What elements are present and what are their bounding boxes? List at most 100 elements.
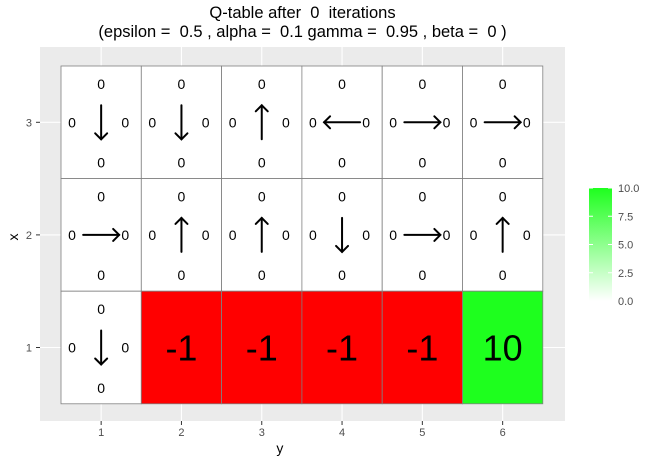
policy-arrow-up-icon xyxy=(254,103,269,141)
q-value-right: 0 xyxy=(362,114,370,130)
policy-arrow-down-icon xyxy=(335,216,350,254)
q-value-up: 0 xyxy=(499,76,507,92)
policy-arrow-right-icon xyxy=(82,227,121,242)
q-value-right: 0 xyxy=(523,114,531,130)
chart-title-line1: Q-table after 0 iterations xyxy=(209,4,396,22)
cell-tile xyxy=(381,290,463,405)
x-tick-label-5: 5 xyxy=(419,427,425,439)
arrow-head xyxy=(495,216,510,225)
q-value-down: 0 xyxy=(97,380,105,396)
q-value-left: 0 xyxy=(229,114,237,130)
q-value-down: 0 xyxy=(178,155,186,171)
reward-label: -1 xyxy=(246,328,278,369)
q-value-left: 0 xyxy=(68,227,76,243)
policy-arrow-right-icon xyxy=(483,115,523,130)
q-value-down: 0 xyxy=(499,155,507,171)
cell-x3-y2: 0 0 0 0 xyxy=(140,65,223,179)
q-value-right: 0 xyxy=(202,114,210,130)
q-value-right: 0 xyxy=(443,227,451,243)
cell-x3-y1: 0 0 0 0 xyxy=(60,65,142,179)
arrow-head xyxy=(174,216,189,225)
legend-colorbar xyxy=(589,188,612,301)
cell-x2-y4: 0 0 0 0 xyxy=(301,178,383,292)
arrow-head xyxy=(112,227,121,242)
cell-x2-y5: 0 0 0 0 xyxy=(381,178,463,292)
cell-x3-y4: 0 0 0 0 xyxy=(301,65,383,179)
q-value-up: 0 xyxy=(418,189,426,205)
q-value-left: 0 xyxy=(470,227,478,243)
policy-arrow-right-icon xyxy=(403,115,442,130)
y-tick-label-1: 1 xyxy=(26,343,32,355)
q-value-down: 0 xyxy=(178,267,186,283)
cell-x3-y3: 0 0 0 0 xyxy=(221,65,303,179)
q-value-right: 0 xyxy=(523,227,531,243)
cell-x2-y6: 0 0 0 0 xyxy=(462,178,544,292)
q-value-left: 0 xyxy=(389,227,397,243)
x-tick-label-4: 4 xyxy=(339,427,345,439)
policy-arrow-up-icon xyxy=(174,216,189,253)
q-value-down: 0 xyxy=(418,267,426,283)
cell-x1-y3: -1 xyxy=(221,290,303,405)
cell-x3-y6: 0 0 0 0 xyxy=(462,65,544,179)
q-value-down: 0 xyxy=(338,155,346,171)
q-value-left: 0 xyxy=(229,227,237,243)
q-value-right: 0 xyxy=(282,227,290,243)
arrow-head xyxy=(94,357,109,366)
q-value-down: 0 xyxy=(418,155,426,171)
cell-x2-y2: 0 0 0 0 xyxy=(140,178,223,292)
cell-x1-y4: -1 xyxy=(301,290,383,405)
q-value-right: 0 xyxy=(121,114,129,130)
cell-x2-y1: 0 0 0 0 xyxy=(60,178,142,292)
q-value-right: 0 xyxy=(121,227,129,243)
policy-arrow-down-icon xyxy=(174,104,189,141)
chart-title-line2: (epsilon = 0.5 , alpha = 0.1 gamma = 0.9… xyxy=(98,23,507,41)
q-value-right: 0 xyxy=(362,227,370,243)
reward-label: -1 xyxy=(406,328,438,369)
policy-arrow-left-icon xyxy=(322,115,362,130)
chart-title: Q-table after 0 iterations (epsilon = 0.… xyxy=(40,4,565,42)
arrow-head xyxy=(94,132,109,141)
policy-arrow-up-icon xyxy=(495,216,510,253)
q-value-up: 0 xyxy=(418,76,426,92)
arrow-head xyxy=(322,115,332,130)
q-value-left: 0 xyxy=(148,114,156,130)
x-axis-title: y xyxy=(276,440,283,456)
reward-label: 10 xyxy=(483,328,523,369)
cell-tile xyxy=(462,290,544,405)
reward-label: -1 xyxy=(165,328,197,369)
cell-x2-y3: 0 0 0 0 xyxy=(221,178,303,292)
q-value-left: 0 xyxy=(470,114,478,130)
q-value-up: 0 xyxy=(338,189,346,205)
arrow-head xyxy=(254,103,269,113)
q-value-up: 0 xyxy=(97,189,105,205)
q-value-left: 0 xyxy=(68,340,76,356)
legend-label-10.0: 10.0 xyxy=(618,183,639,195)
y-tick-label-2: 2 xyxy=(26,230,32,242)
policy-arrow-down-icon xyxy=(94,329,109,366)
q-value-left: 0 xyxy=(309,227,317,243)
q-value-right: 0 xyxy=(121,340,129,356)
q-value-right: 0 xyxy=(443,114,451,130)
q-value-up: 0 xyxy=(258,189,266,205)
x-tick-label-2: 2 xyxy=(178,427,184,439)
cell-x1-y2: -1 xyxy=(140,290,223,405)
y-tick-label-3: 3 xyxy=(26,117,32,129)
q-value-up: 0 xyxy=(258,76,266,92)
arrow-head xyxy=(433,115,442,130)
q-value-up: 0 xyxy=(338,76,346,92)
arrow-head xyxy=(174,132,189,141)
policy-arrow-up-icon xyxy=(254,216,269,253)
q-value-down: 0 xyxy=(338,267,346,283)
x-tick-label-3: 3 xyxy=(259,427,265,439)
arrow-head xyxy=(513,115,523,130)
legend-label-5.0: 5.0 xyxy=(618,240,633,252)
cell-x3-y5: 0 0 0 0 xyxy=(381,65,463,179)
q-value-up: 0 xyxy=(178,189,186,205)
q-value-up: 0 xyxy=(97,76,105,92)
legend-label-2.5: 2.5 xyxy=(618,268,633,280)
q-value-down: 0 xyxy=(97,155,105,171)
x-tick-label-6: 6 xyxy=(500,427,506,439)
arrow-head xyxy=(433,227,442,242)
cell-tile xyxy=(221,290,303,405)
